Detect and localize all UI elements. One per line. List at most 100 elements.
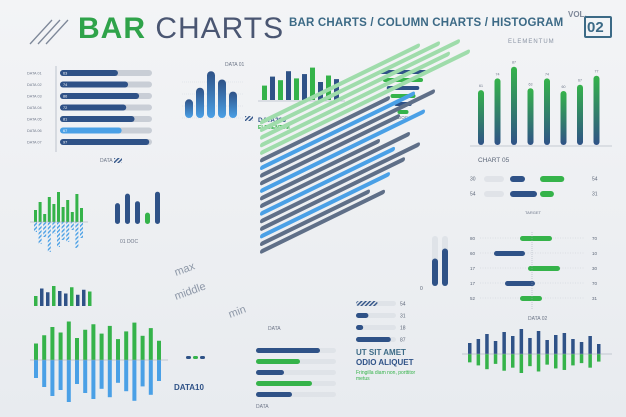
hbar-category-label: DATA 03 — [27, 95, 42, 99]
hbar-axis-label: DATA — [100, 158, 113, 164]
diverging-pos-bar — [80, 208, 83, 222]
small-hist-bar — [76, 294, 80, 306]
pill-left-label: 54 — [470, 192, 476, 198]
column-data01-footer-sub: ELEMENTUM — [258, 125, 290, 131]
bottom-pos-bar — [116, 339, 120, 360]
bottom-pos-bar — [34, 343, 38, 360]
gantt-right-label: 10 — [592, 251, 598, 256]
small-hist-bar — [58, 291, 62, 306]
funnel-axis-label: DOC — [398, 115, 409, 120]
br-hist-neg — [597, 354, 601, 362]
striped-bar — [356, 313, 369, 318]
hbar-value-label: 74 — [63, 83, 67, 87]
bottom-pos-bar — [148, 328, 153, 360]
br-hist-pos — [536, 331, 541, 354]
gantt-right-label: 70 — [592, 236, 598, 241]
hbar-category-label: DATA 04 — [27, 106, 42, 110]
br-hist-pos — [597, 344, 601, 354]
br-hist-pos — [485, 334, 489, 354]
small-hist-bar — [82, 289, 86, 306]
pill-right-bar — [540, 191, 554, 197]
bottom-pos-bar — [99, 333, 104, 360]
gauge-fill — [432, 258, 438, 286]
diagonal-range-label: max — [173, 260, 197, 279]
bottom-pos-bar — [66, 321, 71, 360]
hbar-category-label: DATA 07 — [27, 141, 42, 145]
small-hist-bar — [40, 288, 44, 306]
diagonal-bar — [260, 142, 420, 224]
column-data01-bar — [207, 71, 215, 118]
bottom-neg-bar — [42, 360, 47, 387]
chart05-bar — [577, 84, 583, 145]
diverging-pos-bar — [34, 210, 37, 222]
bottom-neg-bar — [124, 360, 129, 392]
chart05-value-label: 60 — [562, 85, 566, 89]
diagonal-bar — [260, 39, 460, 140]
bottom-pos-bar — [50, 327, 55, 360]
hbar-category-label: DATA 01 — [27, 72, 42, 76]
gantt-right-label: 31 — [592, 296, 598, 301]
striped-track — [356, 325, 396, 330]
gantt-bar — [520, 296, 542, 301]
gantt-left-label: 80 — [470, 236, 476, 241]
br-hist-pos — [528, 338, 532, 354]
header-slash-decor — [29, 19, 69, 45]
doc01-bar — [135, 201, 140, 224]
hbar-value-label: 67 — [63, 129, 67, 133]
chart05-value-label: 61 — [479, 84, 483, 88]
funnel-bar — [397, 110, 409, 114]
chart05-value-label: 74 — [545, 72, 549, 76]
bottom-neg-bar — [50, 360, 55, 396]
bottom-pos-bar — [91, 324, 96, 360]
small-hist-bar — [46, 292, 50, 306]
chart05-bar — [544, 78, 550, 145]
column-data01-title: DATA 01 — [225, 62, 244, 68]
diverging-pos-bar — [43, 214, 47, 222]
chart05-bar — [527, 88, 534, 145]
hbar-bar — [60, 139, 150, 145]
bottom-neg-bar — [75, 360, 79, 384]
chart05-value-label: 67 — [578, 79, 582, 83]
diverging-neg-bar — [61, 222, 65, 240]
br-hist-neg — [493, 354, 498, 364]
diverging-pos-bar — [38, 202, 42, 222]
diverging-neg-bar — [47, 222, 51, 252]
chart05-title: CHART 05 — [478, 157, 510, 164]
chart05-bar — [593, 75, 600, 145]
bottom-neg-bar — [107, 360, 112, 398]
diverging-neg-bar — [34, 222, 37, 232]
br-hist-neg — [528, 354, 532, 367]
br-hist-pos — [579, 342, 584, 354]
green-mini-bar — [302, 74, 307, 100]
bottom-pos-bar — [157, 340, 161, 360]
diverging-pos-bar — [47, 197, 51, 222]
pill-track — [484, 176, 504, 182]
doc01-bar — [155, 191, 160, 224]
green-mini-bar — [278, 80, 283, 100]
br-hist-pos — [476, 339, 481, 354]
striped-value-label: 31 — [400, 314, 406, 320]
small-hist-bar — [88, 291, 92, 306]
page-title: BAR CHARTS — [78, 12, 285, 45]
column-data01-bar — [229, 91, 237, 118]
striped-bar — [356, 325, 364, 330]
data10-title: DATA10 — [174, 383, 204, 392]
hbar-value-label: 86 — [63, 95, 67, 99]
diverging-pos-bar — [66, 200, 70, 222]
gauge-label: 0 — [420, 286, 423, 292]
hbar-axis-swatch — [114, 158, 122, 163]
chart05-bar — [494, 78, 501, 145]
br-hist-neg — [554, 354, 558, 369]
diagonal-range-label: middle — [173, 280, 208, 302]
diagonal-bar — [260, 49, 470, 155]
green-mini-bar — [334, 79, 339, 100]
bottom-neg-bar — [83, 360, 88, 393]
bottom-neg-bar — [116, 360, 120, 383]
bottom-pos-bar — [132, 322, 137, 360]
diagonal-bar — [260, 146, 395, 216]
br-hist-pos — [511, 336, 515, 354]
br-hist-neg — [545, 354, 549, 365]
br-hist-pos — [554, 335, 558, 354]
br-hist-pos — [545, 340, 549, 354]
bottom-neg-bar — [99, 360, 104, 389]
